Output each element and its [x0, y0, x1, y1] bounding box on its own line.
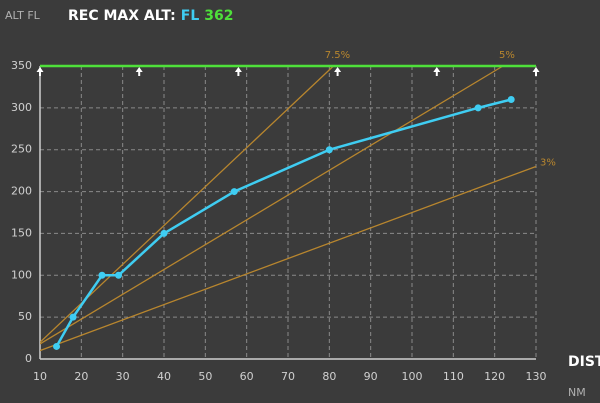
altitude-point — [474, 104, 482, 112]
altitude-point — [115, 271, 123, 279]
y-tick-label: 100 — [11, 268, 32, 281]
x-tick-label: 40 — [157, 370, 171, 383]
guide-line — [40, 65, 504, 345]
ceiling-marker — [234, 67, 242, 76]
altitude-point — [230, 188, 238, 196]
y-tick-label: 350 — [11, 59, 32, 72]
y-tick-label: 250 — [11, 143, 32, 156]
title-value: 362 — [204, 8, 233, 24]
y-tick-label: 150 — [11, 226, 32, 239]
altitude-point — [98, 271, 106, 279]
title-text: REC MAX ALT: — [68, 8, 176, 24]
x-tick-label: 90 — [364, 370, 378, 383]
y-tick-label: 300 — [11, 101, 32, 114]
guide-label: 5% — [499, 50, 515, 61]
x-tick-label: 30 — [116, 370, 130, 383]
y-axis-label: ALT FL — [5, 9, 41, 22]
x-tick-label: 50 — [198, 370, 212, 383]
altitude-point — [507, 95, 515, 103]
guide-label: 3% — [540, 157, 556, 168]
chart-title: REC MAX ALT: FL 362 — [68, 8, 233, 24]
altitude-point — [160, 229, 168, 237]
y-tick-label: 50 — [18, 310, 32, 323]
title-unit: FL — [181, 8, 200, 24]
x-axis-label: DIST — [568, 354, 600, 370]
x-tick-label: 60 — [240, 370, 254, 383]
altitude-point — [325, 146, 333, 154]
x-tick-label: 110 — [443, 370, 464, 383]
altitude-point — [53, 342, 61, 350]
y-tick-label: 0 — [25, 352, 32, 365]
ceiling-marker — [532, 67, 540, 76]
guide-line — [40, 165, 537, 352]
x-tick-label: 130 — [526, 370, 547, 383]
x-tick-label: 80 — [322, 370, 336, 383]
ceiling-marker — [433, 67, 441, 76]
x-axis-unit: NM — [568, 386, 586, 399]
guide-label: 7.5% — [325, 50, 350, 61]
ceiling-marker — [135, 67, 143, 76]
altitude-point — [69, 313, 77, 321]
x-tick-label: 10 — [33, 370, 47, 383]
ceiling-marker — [334, 67, 342, 76]
x-tick-label: 70 — [281, 370, 295, 383]
x-tick-label: 120 — [484, 370, 505, 383]
ceiling-marker — [36, 67, 44, 76]
x-tick-label: 20 — [74, 370, 88, 383]
y-tick-label: 200 — [11, 185, 32, 198]
x-tick-label: 100 — [402, 370, 423, 383]
